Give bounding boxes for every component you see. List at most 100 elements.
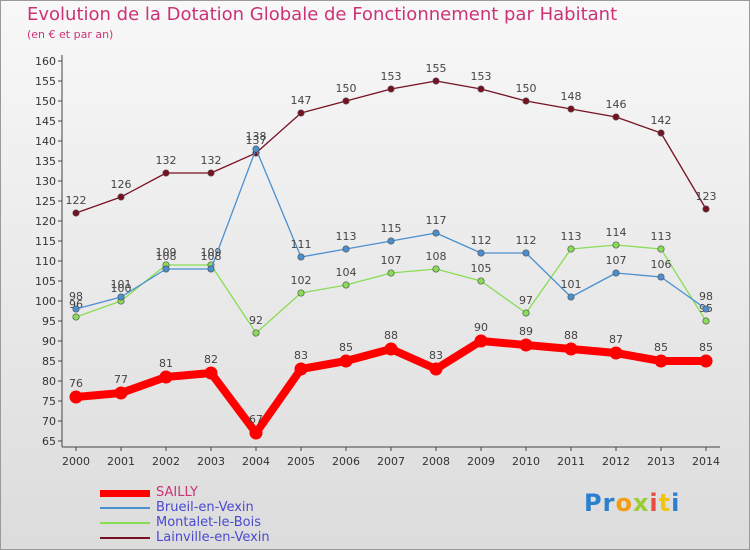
data-label: 101 xyxy=(561,278,582,291)
data-point xyxy=(297,109,305,117)
legend-label: Lainville-en-Vexin xyxy=(156,530,270,545)
data-point xyxy=(609,346,623,360)
data-point xyxy=(519,338,533,352)
logo-letter: x xyxy=(632,489,650,517)
data-point xyxy=(387,85,395,93)
data-label: 114 xyxy=(606,226,627,239)
data-label: 85 xyxy=(699,341,713,354)
y-tick-label: 115 xyxy=(35,235,56,248)
data-point xyxy=(72,209,80,217)
data-point xyxy=(249,426,263,440)
data-label: 89 xyxy=(519,325,533,338)
logo-letter: i xyxy=(649,489,659,517)
data-label: 132 xyxy=(156,154,177,167)
data-point xyxy=(204,366,218,380)
data-label: 98 xyxy=(699,290,713,303)
x-tick-label: 2013 xyxy=(647,455,675,468)
data-point xyxy=(387,269,395,277)
data-label: 88 xyxy=(384,329,398,342)
x-tick-label: 2009 xyxy=(467,455,495,468)
data-point xyxy=(567,245,575,253)
data-point xyxy=(657,129,665,137)
logo-letter: r xyxy=(602,489,616,517)
data-label: 122 xyxy=(66,194,87,207)
data-label: 104 xyxy=(336,266,357,279)
data-point xyxy=(207,169,215,177)
data-point xyxy=(162,169,170,177)
data-label: 112 xyxy=(516,234,537,247)
data-point xyxy=(567,293,575,301)
y-tick-label: 90 xyxy=(42,335,56,348)
data-point xyxy=(612,241,620,249)
data-label: 150 xyxy=(516,82,537,95)
data-label: 132 xyxy=(201,154,222,167)
data-point xyxy=(117,293,125,301)
data-label: 155 xyxy=(426,62,447,75)
x-tick-label: 2003 xyxy=(197,455,225,468)
data-label: 113 xyxy=(651,230,672,243)
y-tick-label: 65 xyxy=(42,435,56,448)
data-label: 137 xyxy=(246,134,267,147)
y-tick-label: 110 xyxy=(35,255,56,268)
data-label: 85 xyxy=(654,341,668,354)
data-point xyxy=(522,309,530,317)
data-point xyxy=(159,370,173,384)
data-label: 113 xyxy=(561,230,582,243)
data-label: 138 xyxy=(246,130,267,143)
data-label: 142 xyxy=(651,114,672,127)
data-label: 117 xyxy=(426,214,447,227)
data-label: 102 xyxy=(291,274,312,287)
logo-letter: i xyxy=(671,489,681,517)
data-point xyxy=(702,305,710,313)
x-tick-label: 2010 xyxy=(512,455,540,468)
legend-swatch-brueil-en-vexin xyxy=(100,507,150,509)
data-label: 113 xyxy=(336,230,357,243)
x-tick-label: 2006 xyxy=(332,455,360,468)
data-label: 90 xyxy=(474,321,488,334)
data-label: 150 xyxy=(336,82,357,95)
y-tick-label: 125 xyxy=(35,195,56,208)
legend-label: Montalet-le-Bois xyxy=(156,515,261,530)
y-tick-label: 80 xyxy=(42,375,56,388)
y-tick-label: 145 xyxy=(35,115,56,128)
data-point xyxy=(657,273,665,281)
data-point xyxy=(567,105,575,113)
legend-label: Brueil-en-Vexin xyxy=(156,500,254,515)
data-label: 101 xyxy=(111,278,132,291)
y-tick-label: 140 xyxy=(35,135,56,148)
data-label: 107 xyxy=(606,254,627,267)
data-label: 77 xyxy=(114,373,128,386)
x-tick-label: 2002 xyxy=(152,455,180,468)
data-label: 88 xyxy=(564,329,578,342)
data-label: 111 xyxy=(291,238,312,251)
data-point xyxy=(162,265,170,273)
data-point xyxy=(432,265,440,273)
x-tick-label: 2004 xyxy=(242,455,270,468)
data-point xyxy=(117,193,125,201)
data-point xyxy=(612,269,620,277)
data-point xyxy=(294,362,308,376)
data-label: 109 xyxy=(156,246,177,259)
y-tick-label: 70 xyxy=(42,415,56,428)
y-tick-label: 160 xyxy=(35,55,56,68)
data-point xyxy=(657,245,665,253)
data-label: 108 xyxy=(426,250,447,263)
data-label: 148 xyxy=(561,90,582,103)
data-point xyxy=(432,77,440,85)
logo-letter: o xyxy=(615,489,633,517)
data-point xyxy=(72,313,80,321)
data-point xyxy=(297,253,305,261)
data-label: 153 xyxy=(471,70,492,83)
data-point xyxy=(339,354,353,368)
y-tick-label: 150 xyxy=(35,95,56,108)
y-tick-label: 130 xyxy=(35,175,56,188)
legend-label: SAILLY xyxy=(156,485,198,500)
data-label: 107 xyxy=(381,254,402,267)
data-point xyxy=(699,354,713,368)
legend-swatch-sailly xyxy=(100,489,150,497)
data-label: 85 xyxy=(339,341,353,354)
data-label: 87 xyxy=(609,333,623,346)
data-label: 115 xyxy=(381,222,402,235)
data-label: 146 xyxy=(606,98,627,111)
legend-swatch-lainville-en-vexin xyxy=(100,537,150,539)
